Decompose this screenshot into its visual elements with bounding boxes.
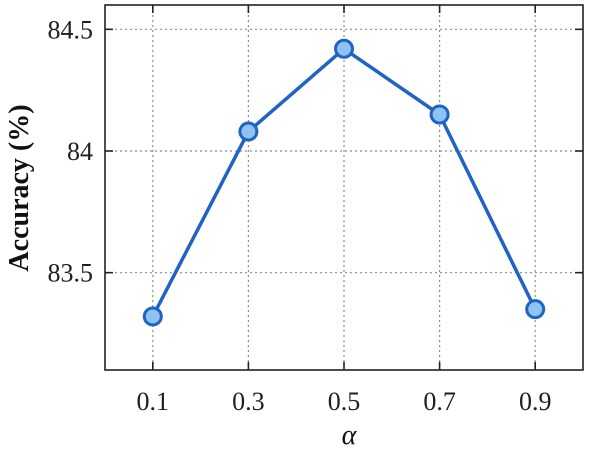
data-point	[431, 106, 448, 123]
axis-ticks: 0.1 0.3 0.5 0.7 0.9 83.5 84 84.5	[48, 5, 584, 416]
data-point	[144, 308, 161, 325]
data-point	[527, 301, 544, 318]
data-series	[144, 40, 543, 325]
grid	[105, 5, 583, 370]
x-axis-label: α	[342, 420, 358, 451]
x-tick-label: 0.9	[519, 387, 552, 416]
y-axis-label: Accuracy (%)	[4, 104, 35, 271]
x-tick-label: 0.1	[137, 387, 170, 416]
data-point	[240, 123, 257, 140]
y-tick-label: 84.5	[48, 15, 94, 44]
data-point	[336, 40, 353, 57]
y-tick-label: 84	[67, 137, 93, 166]
x-tick-label: 0.7	[423, 387, 456, 416]
y-tick-label: 83.5	[48, 259, 94, 288]
x-tick-label: 0.3	[232, 387, 265, 416]
x-tick-label: 0.5	[328, 387, 361, 416]
